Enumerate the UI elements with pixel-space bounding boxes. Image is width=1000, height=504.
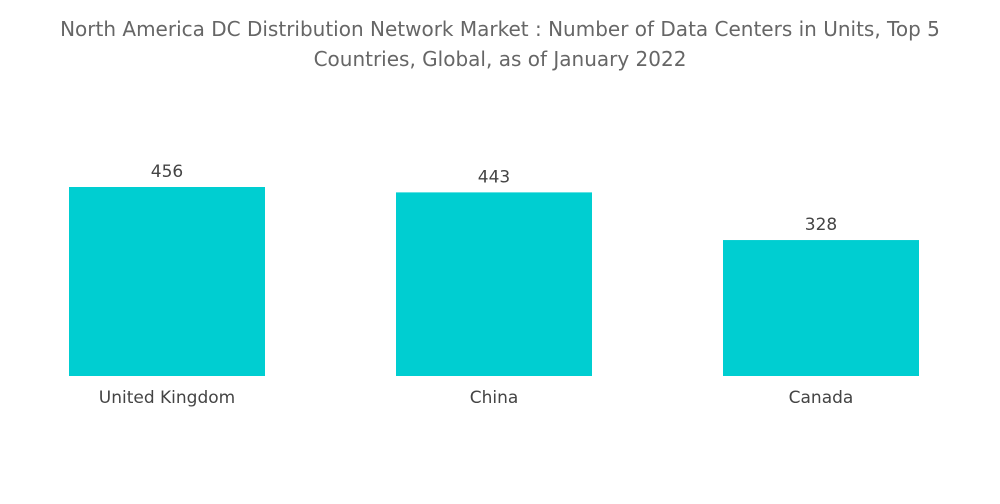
category-label-china: China [470,388,519,408]
bars-layer: 456 United Kingdom 443 China 328 Canada [69,162,919,408]
data-label-united-kingdom: 456 [151,162,183,182]
data-label-canada: 328 [805,215,837,235]
bar-canada [723,240,919,376]
data-label-china: 443 [478,167,510,187]
chart-title-line-2: Countries, Global, as of January 2022 [313,47,687,71]
bar-united-kingdom [69,187,265,376]
chart-title: North America DC Distribution Network Ma… [0,14,1000,74]
bar-china [396,192,592,376]
category-label-united-kingdom: United Kingdom [99,388,235,408]
category-label-canada: Canada [789,388,854,408]
chart-title-line-1: North America DC Distribution Network Ma… [60,17,940,41]
